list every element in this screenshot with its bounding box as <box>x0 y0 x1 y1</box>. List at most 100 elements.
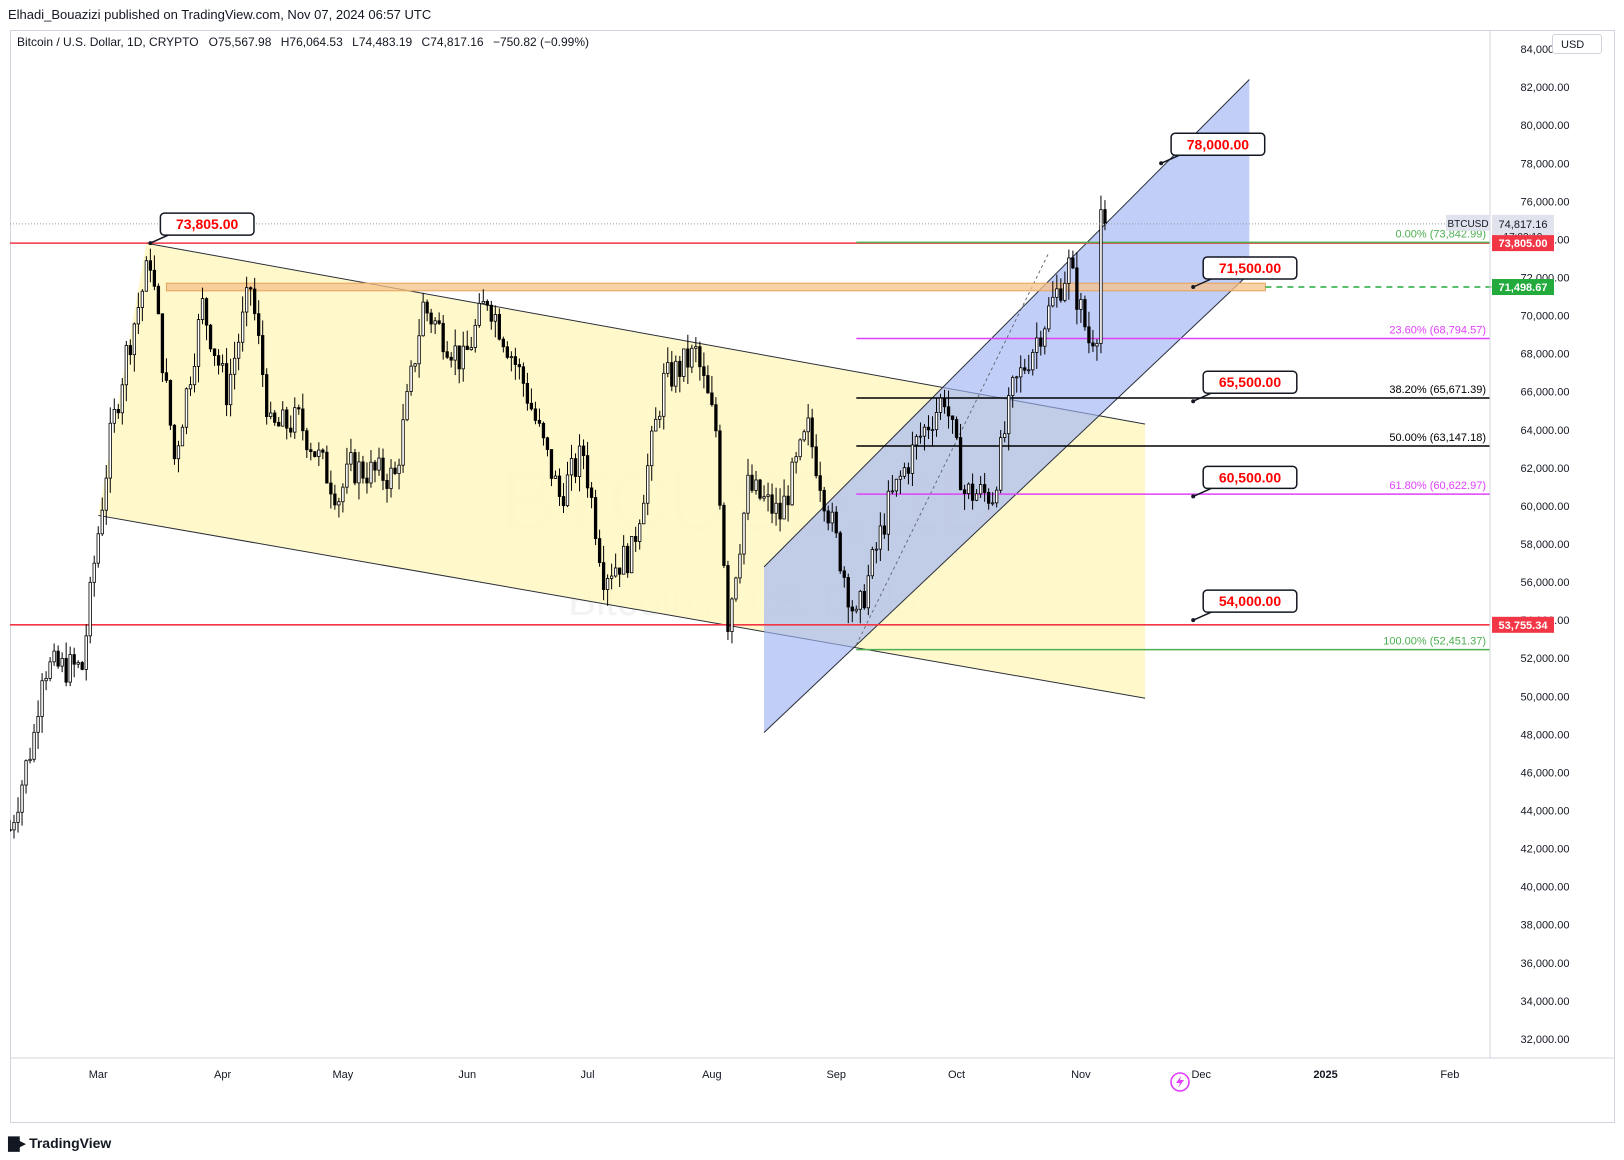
candle-body <box>48 661 52 679</box>
x-tick-label: Jun <box>458 1069 476 1081</box>
tradingview-logo[interactable]: ▇▸ TradingView <box>8 1134 111 1152</box>
candle-body <box>622 545 626 575</box>
candle-body <box>156 285 161 315</box>
candle-body <box>802 431 806 441</box>
candle-body <box>80 662 84 670</box>
candle-body <box>281 409 285 427</box>
candle-body <box>1055 288 1059 298</box>
candle-body <box>337 501 341 506</box>
candle-body <box>750 474 754 491</box>
candle-body <box>393 467 397 474</box>
candle-body <box>353 452 357 484</box>
candle-body <box>249 287 253 290</box>
candle-body <box>561 496 566 507</box>
y-tick-label: 68,000.00 <box>1521 349 1570 361</box>
low-label: L <box>352 35 359 49</box>
candle-body <box>918 435 923 438</box>
candle-body <box>56 650 60 667</box>
callout-label: 65,500.00 <box>1219 374 1281 390</box>
candle-body <box>754 479 758 491</box>
candle-body <box>991 502 995 505</box>
candle-body <box>666 362 670 374</box>
candle-body <box>473 324 477 348</box>
candle-body <box>401 419 405 466</box>
candle-body <box>650 430 654 467</box>
candle-body <box>417 335 421 365</box>
y-tick-label: 46,000.00 <box>1521 767 1570 779</box>
candle-body <box>970 483 975 501</box>
candle-body <box>966 483 971 495</box>
candle-body <box>946 406 951 417</box>
candle-body <box>433 320 437 325</box>
candle-body <box>220 363 225 366</box>
currency-button[interactable]: USD <box>1552 34 1602 54</box>
candle-body <box>609 575 614 579</box>
fib-label: 100.00% (52,451.37) <box>1383 636 1486 648</box>
candle-body <box>361 461 365 479</box>
candle-body <box>682 348 686 377</box>
candle-body <box>44 677 48 682</box>
candle-body <box>958 437 963 491</box>
candle-body <box>874 548 878 551</box>
time-axis: Mar Apr May Jun Jul Aug Sep Oct Nov Dec 2025 Feb <box>10 1057 1614 1081</box>
callout-pointer <box>1192 278 1212 288</box>
candle-body <box>341 486 345 503</box>
candle-body <box>658 415 662 420</box>
lightning-icon[interactable] <box>1168 1070 1192 1094</box>
x-tick-label: Apr <box>214 1069 231 1081</box>
y-tick-label: 32,000.00 <box>1521 1034 1570 1046</box>
y-tick-label: 64,000.00 <box>1521 425 1570 437</box>
fib-label: 38.20% (65,671.39) <box>1389 384 1486 396</box>
candle-body <box>457 345 461 370</box>
candle-body <box>148 260 153 271</box>
x-tick-label: Aug <box>702 1069 722 1081</box>
candle-body <box>108 422 112 479</box>
candle-body <box>521 366 526 384</box>
candle-body <box>758 479 762 499</box>
candle-body <box>273 412 277 423</box>
candle-body <box>1087 326 1091 344</box>
candle-body <box>1075 267 1079 310</box>
callout-box <box>1202 589 1298 613</box>
y-tick-label: 34,000.00 <box>1521 996 1570 1008</box>
candle-body <box>718 430 722 506</box>
candle-body <box>10 829 12 831</box>
candle-body <box>505 346 509 358</box>
callout-label: 73,805.00 <box>176 216 238 232</box>
candle-body <box>192 365 197 386</box>
candle-body <box>906 467 911 474</box>
candle-body <box>349 452 353 465</box>
price-label: 73,805.00 <box>1499 238 1548 250</box>
candle-body <box>313 451 317 457</box>
candle-body <box>12 822 16 831</box>
candle-body <box>140 290 145 308</box>
candle-body <box>842 570 846 578</box>
candle-body <box>589 487 594 498</box>
callout-anchor <box>1191 285 1196 289</box>
candle-body <box>934 412 939 431</box>
candle-body <box>770 494 774 514</box>
callout-anchor <box>1191 494 1196 499</box>
candle-body <box>100 509 104 535</box>
tv-logo-icon: ▇▸ <box>8 1135 26 1152</box>
price-label-bg <box>1492 235 1554 252</box>
y-tick-label: 82,000.00 <box>1521 82 1570 94</box>
candle-body <box>176 445 181 460</box>
candle-body <box>987 492 991 504</box>
candle-body <box>152 269 157 287</box>
candle-body <box>585 455 590 489</box>
candle-body <box>317 449 321 457</box>
candle-body <box>686 348 690 368</box>
candle-body <box>999 437 1003 491</box>
candle-body <box>60 657 64 667</box>
callout-anchor <box>1191 618 1196 623</box>
candle-body <box>1071 257 1075 269</box>
candle-body <box>734 577 738 600</box>
candle-body <box>204 298 209 326</box>
candle-body <box>212 348 217 356</box>
candle-body <box>557 475 562 497</box>
candle-body <box>517 364 522 368</box>
candle-body <box>613 567 618 577</box>
candle-body <box>188 384 193 390</box>
